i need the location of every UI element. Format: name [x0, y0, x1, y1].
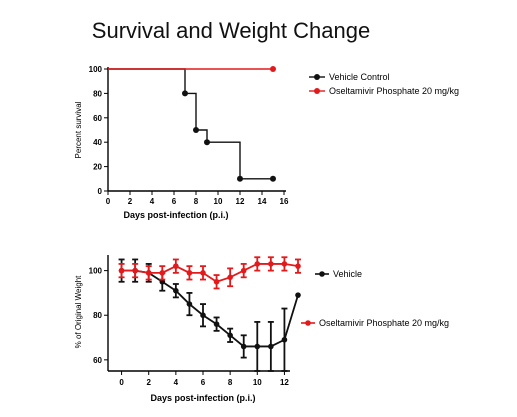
y-tick-label: 60	[93, 356, 102, 365]
x-tick-label: 4	[174, 378, 179, 387]
x-axis-title: Days post-infection (p.i.)	[123, 210, 228, 220]
y-tick-label: 40	[93, 138, 102, 147]
legend-label: Oseltamivir Phosphate 20 mg/kg	[319, 318, 449, 328]
x-tick-label: 12	[280, 378, 289, 387]
legend-marker	[314, 74, 320, 80]
y-tick-label: 100	[89, 267, 103, 276]
x-tick-label: 0	[119, 378, 124, 387]
data-point	[213, 278, 220, 285]
data-point	[268, 343, 274, 350]
data-point	[254, 261, 261, 267]
data-point	[240, 267, 247, 274]
x-tick-label: 14	[258, 197, 267, 206]
data-point	[145, 270, 152, 276]
data-point	[200, 270, 206, 276]
legend-label: Vehicle	[333, 269, 362, 279]
x-tick-label: 8	[194, 197, 199, 206]
data-point	[295, 263, 301, 269]
data-point	[159, 270, 166, 276]
x-tick-label: 4	[150, 197, 155, 206]
slide-title: Survival and Weight Change	[91, 18, 371, 43]
data-point	[132, 267, 138, 274]
data-point	[240, 343, 247, 350]
legend-marker	[305, 320, 311, 326]
legend-label: Vehicle Control	[329, 72, 390, 82]
data-point	[281, 336, 288, 343]
data-point	[268, 261, 274, 267]
data-point	[193, 127, 199, 133]
data-point	[227, 274, 233, 281]
y-axis-title: % of Original Weight	[74, 275, 83, 349]
y-tick-label: 20	[93, 163, 102, 172]
series-line-vehicle-control	[108, 68, 273, 180]
data-point	[182, 90, 188, 97]
x-axis-title: Days post-infection (p.i.)	[150, 393, 255, 403]
legend-label: Oseltamivir Phosphate 20 mg/kg	[329, 86, 459, 96]
x-tick-label: 8	[228, 378, 233, 387]
x-tick-label: 6	[172, 197, 177, 206]
x-tick-label: 16	[280, 197, 289, 206]
data-point	[200, 312, 206, 319]
data-point	[237, 175, 243, 182]
y-axis-title: Percent survival	[74, 101, 83, 158]
data-point	[186, 270, 193, 276]
legend-marker	[314, 88, 320, 94]
data-point	[118, 267, 125, 274]
data-point	[186, 301, 193, 307]
data-point	[173, 263, 179, 269]
x-tick-label: 0	[106, 197, 111, 206]
x-tick-label: 6	[201, 378, 206, 387]
data-point	[227, 332, 233, 339]
x-tick-label: 2	[128, 197, 133, 206]
y-tick-label: 60	[93, 114, 102, 123]
y-tick-label: 0	[98, 187, 103, 196]
x-tick-label: 10	[214, 197, 223, 206]
x-tick-label: 12	[236, 197, 245, 206]
data-point	[295, 292, 301, 298]
data-point	[173, 287, 179, 294]
y-tick-label: 80	[93, 89, 102, 98]
data-point	[270, 66, 276, 72]
x-tick-label: 10	[253, 378, 262, 387]
x-tick-label: 2	[146, 378, 151, 387]
data-point	[213, 321, 220, 327]
y-tick-label: 80	[93, 311, 102, 320]
data-point	[204, 139, 210, 146]
data-point	[281, 261, 288, 267]
y-tick-label: 100	[89, 65, 103, 74]
data-point	[254, 343, 261, 350]
legend-marker	[319, 271, 325, 277]
data-point	[270, 175, 276, 182]
